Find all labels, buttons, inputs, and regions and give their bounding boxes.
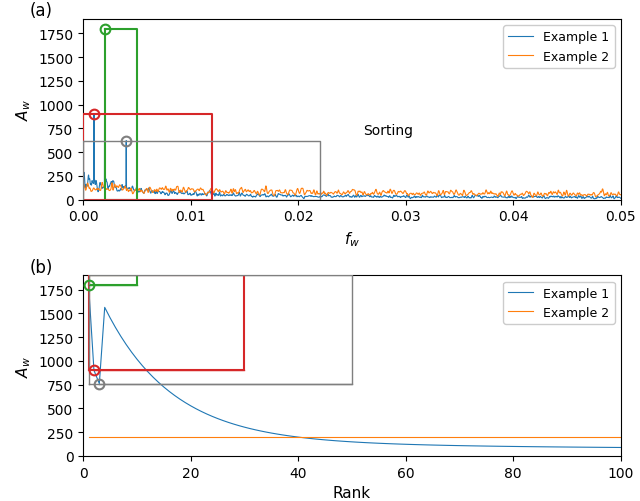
- Y-axis label: $A_w$: $A_w$: [14, 355, 33, 377]
- Example 2: [99, 180, 106, 186]
- Example 2: [402, 434, 410, 440]
- Line: Example 2: Example 2: [83, 183, 621, 198]
- Example 2: [503, 189, 511, 195]
- Example 2: [617, 192, 625, 198]
- Legend: Example 1, Example 2: Example 1, Example 2: [504, 26, 614, 69]
- Example 1: [84, 282, 92, 288]
- Example 2: [602, 191, 609, 197]
- Text: Sorting: Sorting: [363, 124, 413, 138]
- Example 1: [107, 180, 115, 186]
- Example 1: [591, 196, 598, 202]
- X-axis label: $f_w$: $f_w$: [344, 229, 360, 248]
- Example 1: [503, 195, 511, 201]
- Example 1: [617, 444, 625, 450]
- Line: Example 1: Example 1: [88, 285, 621, 447]
- Text: (a): (a): [29, 3, 52, 21]
- Y-axis label: $A_w$: $A_w$: [14, 99, 33, 121]
- X-axis label: Rank: Rank: [333, 485, 371, 500]
- Example 2: [79, 183, 87, 189]
- Example 1: [341, 194, 349, 200]
- Example 2: [341, 191, 349, 197]
- Example 2: [529, 195, 536, 201]
- Example 2: [590, 434, 598, 440]
- Example 2: [84, 434, 92, 440]
- Legend: Example 1, Example 2: Example 1, Example 2: [504, 282, 614, 324]
- Example 1: [209, 413, 216, 419]
- Example 1: [402, 441, 410, 447]
- Example 1: [187, 403, 195, 409]
- Example 2: [602, 191, 609, 197]
- Example 2: [209, 434, 216, 440]
- Example 2: [327, 190, 335, 196]
- Example 1: [602, 196, 609, 202]
- Example 2: [187, 434, 195, 440]
- Example 2: [617, 434, 625, 440]
- Example 1: [327, 193, 335, 199]
- Example 1: [79, 169, 87, 175]
- Example 2: [359, 434, 367, 440]
- Example 2: [574, 434, 582, 440]
- Example 1: [101, 27, 109, 33]
- Example 1: [590, 444, 598, 450]
- Example 1: [602, 195, 609, 201]
- Example 1: [617, 196, 625, 202]
- Text: (b): (b): [29, 258, 53, 276]
- Line: Example 1: Example 1: [83, 30, 621, 199]
- Example 1: [574, 444, 582, 450]
- Example 1: [359, 439, 367, 445]
- Example 2: [107, 186, 115, 192]
